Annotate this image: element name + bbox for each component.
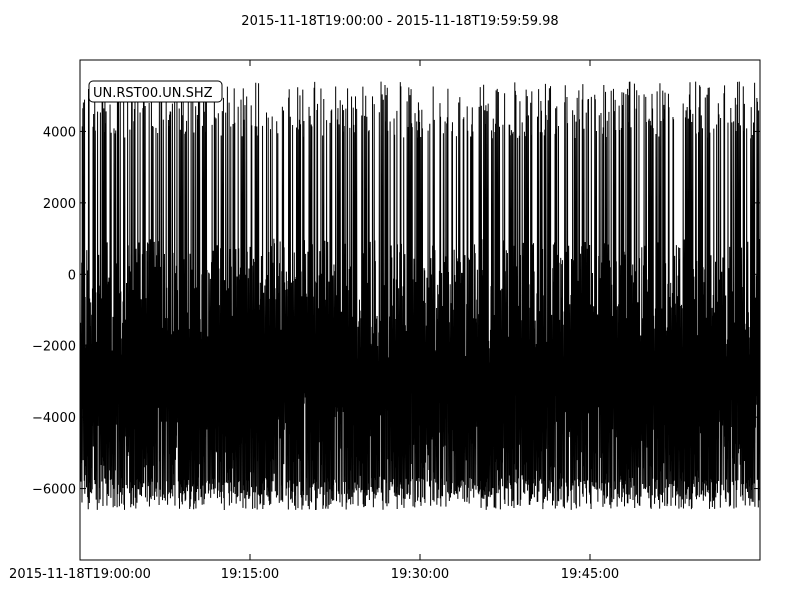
legend-entry: UN.RST00.UN.SHZ (93, 86, 213, 101)
y-tick-label: −4000 (32, 411, 76, 426)
waveform-trace (80, 81, 760, 510)
chart-title: 2015-11-18T19:00:00 - 2015-11-18T19:59:5… (241, 14, 558, 29)
legend: UN.RST00.UN.SHZ (88, 80, 223, 103)
plot-area (79, 59, 761, 561)
y-tick-label: −6000 (32, 483, 76, 498)
x-tick-label: 2015-11-18T19:00:00 (9, 567, 151, 582)
y-axis: 4000 2000 0 −2000 −4000 −6000 (32, 125, 760, 498)
x-tick-label: 19:45:00 (561, 567, 619, 582)
legend-box (88, 80, 223, 103)
y-tick-label: 0 (68, 268, 76, 283)
x-tick-label: 19:15:00 (221, 567, 279, 582)
x-tick-label: 19:30:00 (391, 567, 449, 582)
y-tick-label: 2000 (43, 197, 76, 212)
x-axis: 2015-11-18T19:00:00 19:15:00 19:30:00 19:45… (9, 60, 619, 582)
y-tick-label: 4000 (43, 125, 76, 140)
y-tick-label: −2000 (32, 340, 76, 355)
